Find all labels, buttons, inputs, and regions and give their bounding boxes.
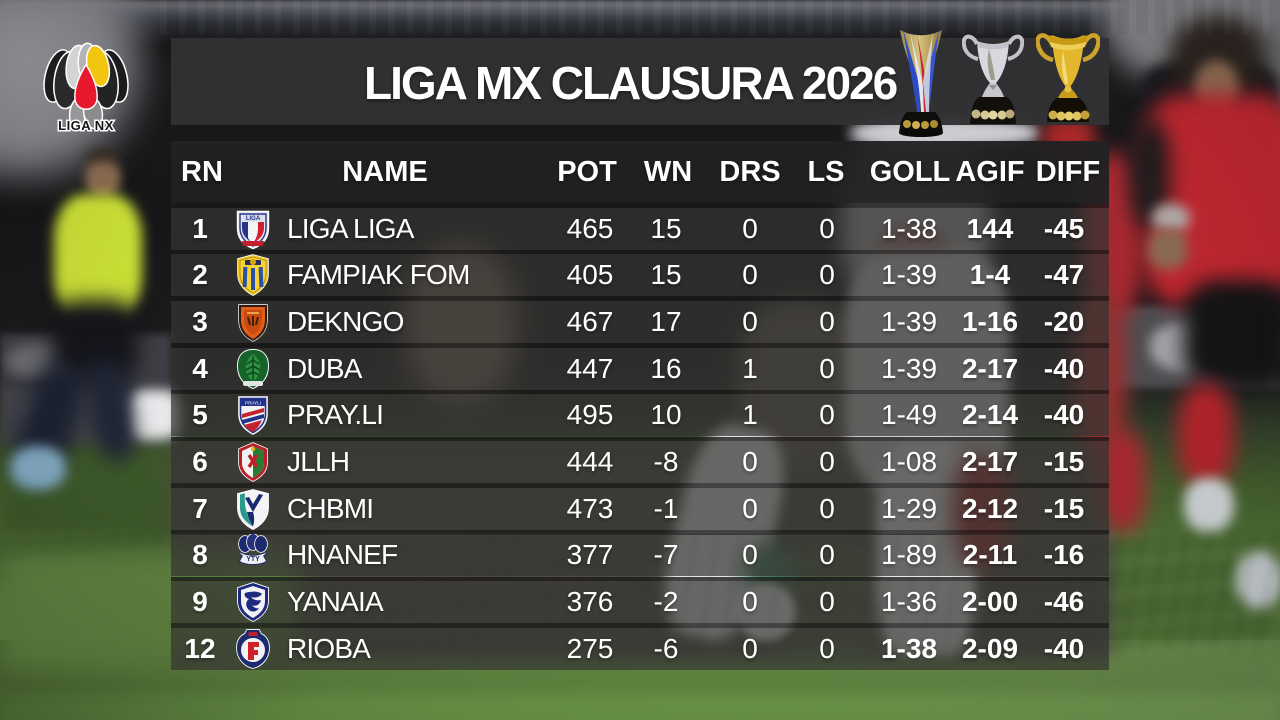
svg-text:PRAYLI: PRAYLI (245, 401, 261, 406)
svg-text:YTY: YTY (246, 556, 260, 563)
svg-text:LIGA: LIGA (246, 216, 261, 222)
svg-text:LIGA NX: LIGA NX (58, 118, 114, 133)
